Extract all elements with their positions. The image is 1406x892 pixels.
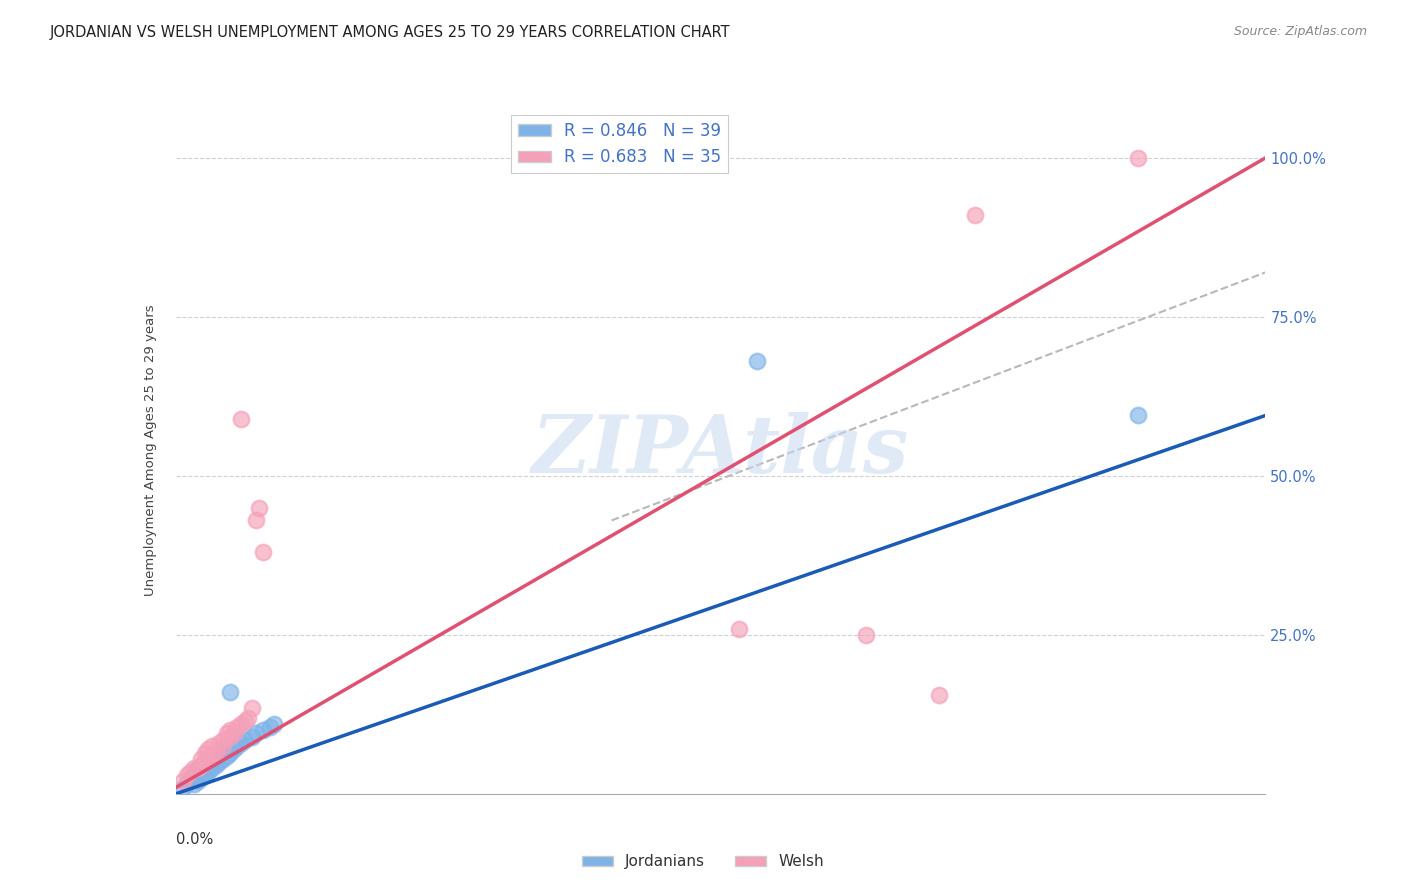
Point: [208, 746, 231, 760]
Point: [231, 717, 253, 731]
Point: [190, 758, 212, 772]
Point: [222, 742, 245, 756]
Point: [172, 780, 194, 795]
Point: [204, 746, 226, 760]
Point: [855, 628, 877, 642]
Point: [215, 748, 238, 763]
Point: [201, 755, 224, 769]
Point: [263, 717, 285, 731]
Point: [176, 777, 198, 791]
Point: [190, 761, 212, 775]
Point: [1128, 151, 1150, 165]
Point: [186, 768, 209, 782]
Point: [240, 730, 263, 744]
Text: 0.0%: 0.0%: [176, 831, 212, 847]
Legend: R = 0.846   N = 39, R = 0.683   N = 35: R = 0.846 N = 39, R = 0.683 N = 35: [510, 115, 728, 173]
Point: [252, 545, 274, 559]
Point: [176, 768, 198, 782]
Point: [197, 752, 219, 766]
Point: [183, 768, 205, 782]
Point: [1128, 409, 1150, 423]
Point: [212, 742, 235, 756]
Point: [727, 622, 749, 636]
Point: [226, 720, 249, 734]
Point: [212, 732, 235, 747]
Point: [204, 748, 226, 763]
Point: [194, 746, 217, 760]
Point: [201, 761, 224, 775]
Point: [928, 688, 950, 702]
Point: [197, 764, 219, 779]
Point: [194, 768, 217, 782]
Point: [186, 761, 209, 775]
Legend: Jordanians, Welsh: Jordanians, Welsh: [576, 848, 830, 875]
Point: [179, 771, 201, 785]
Point: [208, 755, 231, 769]
Text: Source: ZipAtlas.com: Source: ZipAtlas.com: [1233, 25, 1367, 38]
Point: [186, 774, 209, 789]
Point: [208, 736, 231, 750]
Point: [226, 739, 249, 754]
Point: [233, 732, 256, 747]
Point: [179, 774, 201, 789]
Point: [219, 723, 242, 738]
Point: [219, 746, 242, 760]
Point: [259, 720, 281, 734]
Point: [204, 758, 226, 772]
Point: [212, 739, 235, 754]
Point: [179, 764, 201, 779]
Point: [745, 354, 768, 368]
Point: [183, 761, 205, 775]
Point: [197, 742, 219, 756]
Point: [194, 755, 217, 769]
Point: [194, 755, 217, 769]
Point: [212, 752, 235, 766]
Point: [252, 723, 274, 738]
Point: [186, 761, 209, 775]
Point: [233, 714, 256, 728]
Text: ZIPAtlas: ZIPAtlas: [531, 412, 910, 489]
Y-axis label: Unemployment Among Ages 25 to 29 years: Unemployment Among Ages 25 to 29 years: [143, 305, 157, 596]
Point: [190, 771, 212, 785]
Point: [963, 208, 986, 222]
Point: [219, 730, 242, 744]
Point: [245, 726, 267, 740]
Point: [190, 764, 212, 779]
Point: [201, 748, 224, 763]
Point: [183, 777, 205, 791]
Point: [245, 513, 267, 527]
Point: [247, 500, 270, 515]
Point: [201, 739, 224, 754]
Text: JORDANIAN VS WELSH UNEMPLOYMENT AMONG AGES 25 TO 29 YEARS CORRELATION CHART: JORDANIAN VS WELSH UNEMPLOYMENT AMONG AG…: [49, 25, 730, 40]
Point: [231, 736, 253, 750]
Point: [194, 761, 217, 775]
Point: [219, 685, 242, 699]
Point: [190, 752, 212, 766]
Point: [240, 701, 263, 715]
Point: [215, 726, 238, 740]
Point: [222, 726, 245, 740]
Point: [172, 774, 194, 789]
Point: [231, 411, 253, 425]
Point: [197, 758, 219, 772]
Point: [238, 710, 260, 724]
